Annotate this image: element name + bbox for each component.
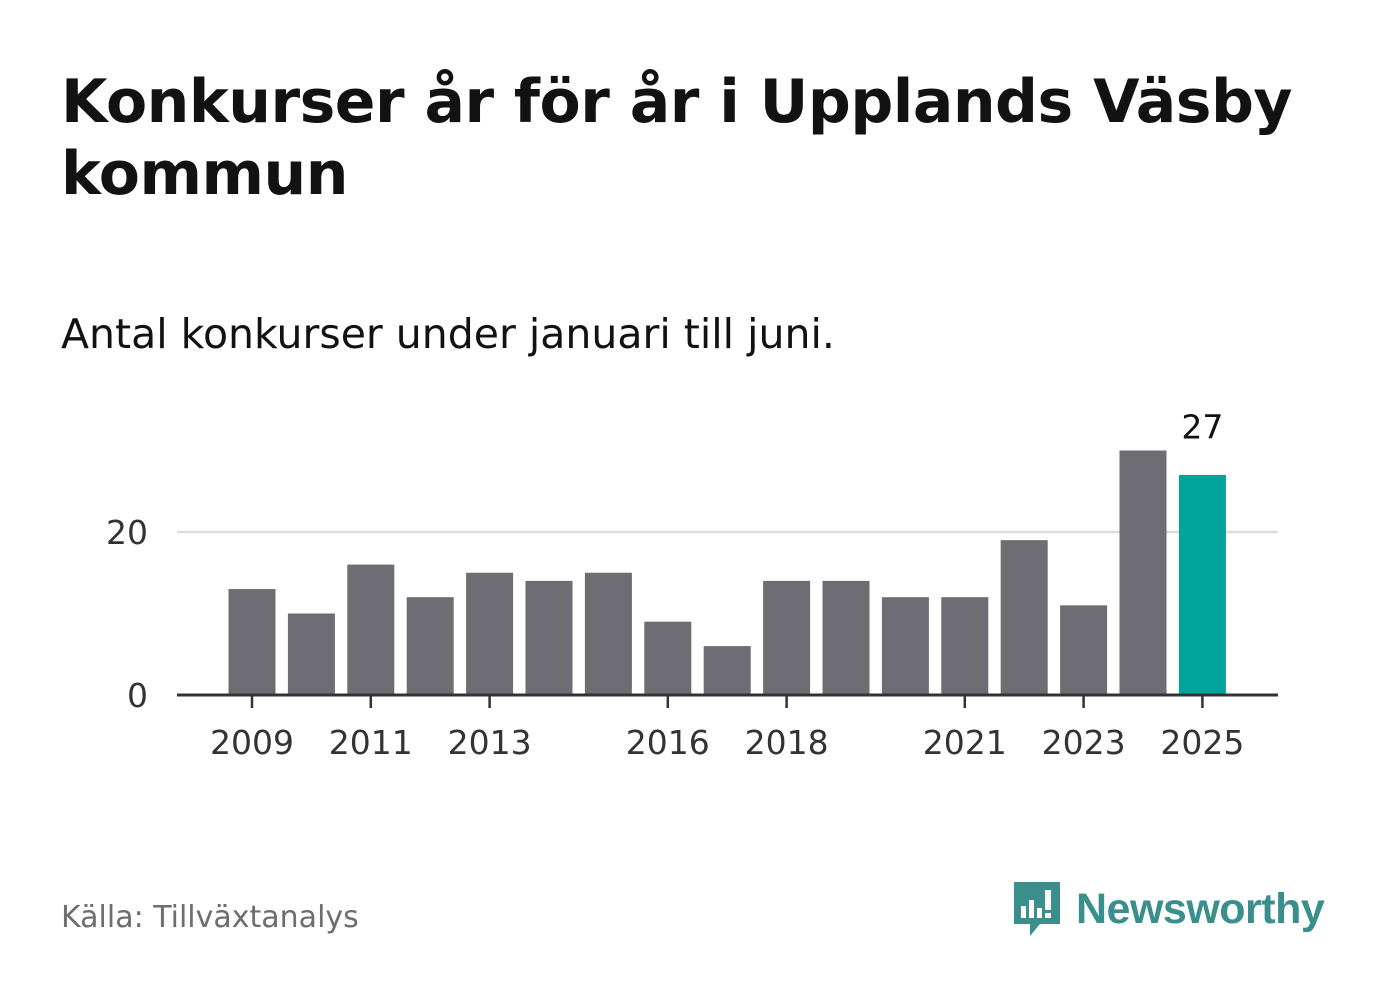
x-tick-label-2023: 2023 (1042, 723, 1126, 762)
bar-2025 (1178, 474, 1226, 695)
bar-2016 (644, 621, 692, 695)
bar-2017 (703, 646, 751, 695)
bar-2018 (763, 580, 811, 695)
bar-2013 (466, 572, 514, 695)
bar-2021 (941, 597, 989, 695)
x-tick-label-2009: 2009 (210, 723, 294, 762)
brand-name: Newsworthy (1076, 884, 1325, 933)
bar-2010 (287, 613, 335, 695)
newsworthy-logo-icon (1014, 882, 1060, 936)
source-note: Källa: Tillväxtanalys (61, 900, 359, 935)
x-tick-label-2021: 2021 (923, 723, 1007, 762)
bar-2024 (1119, 450, 1167, 695)
x-tick-label-2013: 2013 (448, 723, 532, 762)
bar-2023 (1060, 605, 1108, 695)
bar-2020 (881, 597, 929, 695)
x-tick-label-2025: 2025 (1160, 723, 1244, 762)
brand-logo: Newsworthy (1010, 878, 1325, 940)
bar-2015 (584, 572, 632, 695)
y-tick-label-20: 20 (106, 513, 148, 552)
bar-2014 (525, 580, 573, 695)
bar-2019 (822, 580, 870, 695)
bar-2012 (406, 597, 454, 695)
bar-2022 (1000, 540, 1048, 695)
bar-2011 (347, 564, 395, 695)
data-label-2025: 27 (1181, 408, 1223, 447)
chart-title: Konkurser år för år i Upplands Väsby kom… (61, 67, 1293, 209)
chart-subtitle: Antal konkurser under januari till juni. (61, 310, 835, 358)
x-tick-label-2018: 2018 (745, 723, 829, 762)
x-tick-label-2011: 2011 (329, 723, 413, 762)
bar-2009 (228, 589, 276, 695)
y-tick-label-0: 0 (127, 676, 148, 715)
x-tick-label-2016: 2016 (626, 723, 710, 762)
